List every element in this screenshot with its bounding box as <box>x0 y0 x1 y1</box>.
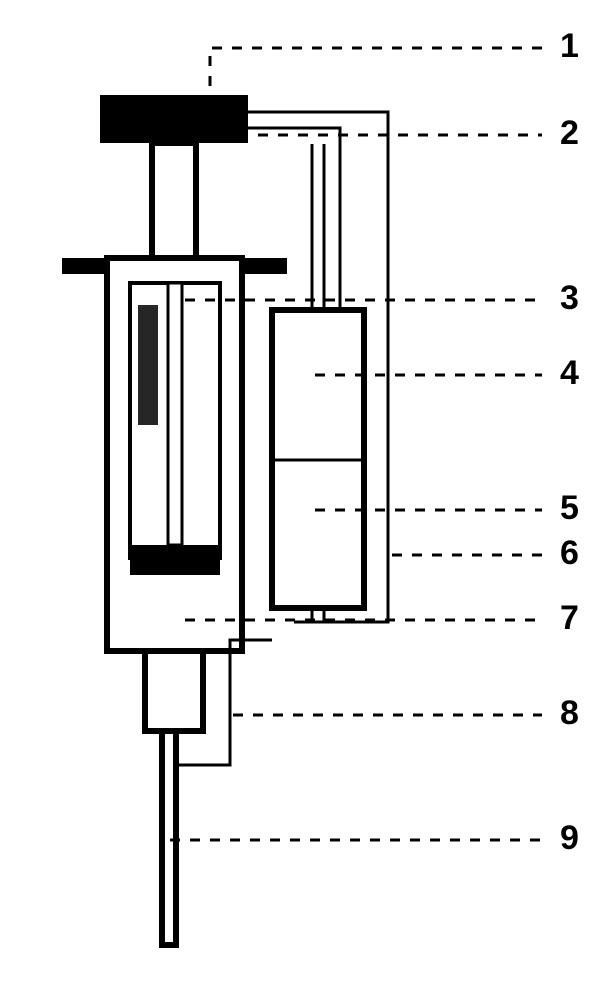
label-5: 5 <box>560 489 579 527</box>
label-3: 3 <box>560 279 579 317</box>
label-8: 8 <box>560 694 579 732</box>
label-6: 6 <box>560 534 579 572</box>
luer-tip <box>145 651 203 731</box>
label-4: 4 <box>560 354 579 392</box>
liquid-mark <box>138 305 158 425</box>
diagram-canvas: 1 2 3 4 5 6 7 8 9 <box>0 0 613 985</box>
plunger-rod-visible <box>168 283 182 545</box>
label-9: 9 <box>560 819 579 857</box>
label-7: 7 <box>560 599 579 637</box>
plunger-head <box>130 545 220 575</box>
label-2: 2 <box>560 114 579 152</box>
plunger-rod <box>152 143 196 258</box>
label-1: 1 <box>560 27 579 65</box>
needle <box>162 731 176 945</box>
